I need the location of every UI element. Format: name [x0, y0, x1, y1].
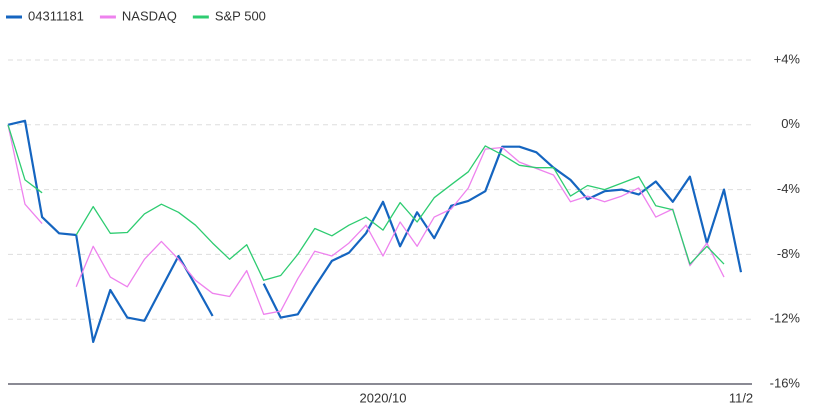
x-tick-label: 2020/10	[360, 390, 407, 405]
legend-label: 04311181	[28, 8, 84, 23]
y-tick-label: -8%	[777, 246, 801, 261]
series-line	[7, 124, 725, 315]
y-tick-label: -16%	[770, 375, 801, 390]
y-tick-label: -12%	[770, 311, 801, 326]
series-line	[7, 119, 743, 343]
y-tick-label: 0%	[781, 116, 800, 131]
legend-label: S&P 500	[215, 8, 266, 23]
y-tick-label: -4%	[777, 181, 801, 196]
legend-label: NASDAQ	[122, 8, 177, 23]
series-line	[7, 124, 725, 281]
x-tick-label: 11/2	[729, 390, 753, 405]
y-tick-label: +4%	[774, 51, 801, 66]
